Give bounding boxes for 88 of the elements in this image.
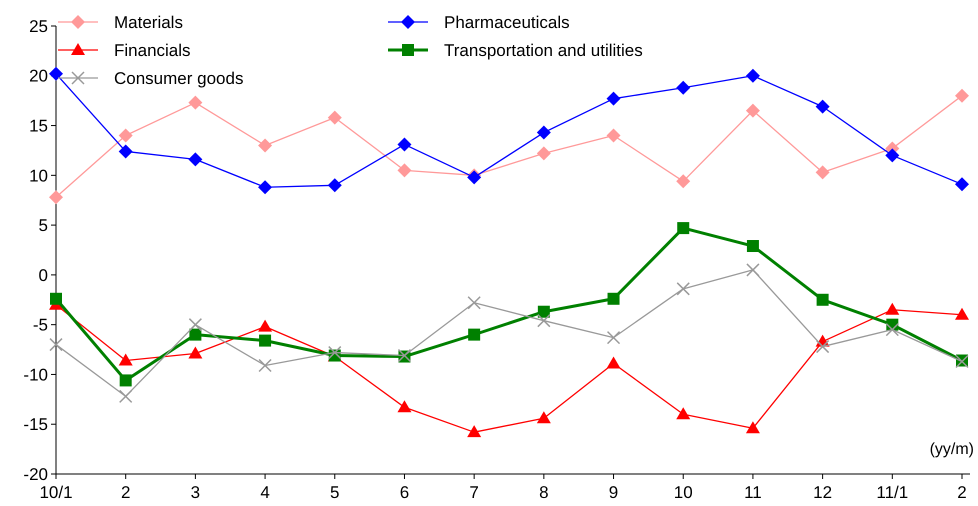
point (467, 425, 482, 438)
point (746, 240, 759, 252)
point (536, 126, 551, 140)
point (677, 222, 690, 234)
point (188, 346, 202, 359)
point (328, 346, 342, 360)
point (676, 282, 690, 296)
point (397, 137, 412, 152)
point (886, 322, 900, 336)
x-tick-label: 3 (190, 483, 200, 502)
x-tick-label: 7 (469, 483, 479, 502)
point (258, 358, 272, 372)
legend-label: Pharmaceuticals (444, 12, 570, 32)
point (606, 356, 621, 368)
point (955, 177, 969, 192)
point (955, 88, 969, 103)
y-tick-label: -5 (32, 316, 48, 335)
point (118, 354, 133, 366)
x-tick-label: 10/1 (39, 483, 73, 502)
x-tick-label: 11 (744, 483, 762, 502)
y-tick-label: 15 (29, 116, 48, 136)
point (746, 263, 760, 277)
point (118, 390, 132, 404)
x-tick-label: 9 (608, 483, 618, 502)
x-tick-label: 10 (674, 483, 693, 502)
point (50, 292, 62, 305)
point (49, 66, 63, 81)
point (188, 96, 202, 110)
y-tick-label: -15 (23, 415, 48, 434)
point (606, 330, 620, 344)
point (258, 180, 272, 194)
x-tick-label: 2 (120, 483, 130, 502)
point (120, 374, 132, 386)
point (49, 338, 63, 352)
y-tick-label: 20 (29, 66, 48, 86)
point (608, 292, 620, 305)
x-tick-label: 2 (957, 483, 967, 502)
point (676, 80, 690, 95)
point (188, 152, 202, 166)
point (397, 163, 412, 178)
point (49, 190, 63, 204)
legend-label: Transportation and utilities (444, 40, 643, 60)
point (118, 128, 133, 143)
point (537, 314, 551, 328)
point (258, 138, 272, 152)
point (259, 334, 272, 347)
point (816, 340, 830, 354)
point (885, 148, 900, 162)
point (955, 308, 969, 320)
point (258, 320, 272, 332)
point (816, 165, 830, 180)
x-tick-label: 12 (813, 483, 832, 502)
point (816, 100, 830, 114)
legend-label: Consumer goods (114, 68, 244, 88)
point (468, 328, 480, 341)
point (606, 92, 621, 106)
y-tick-label: 0 (38, 266, 48, 285)
x-tick-label: 4 (260, 483, 270, 502)
y-tick-label: -20 (23, 464, 48, 484)
point (676, 407, 690, 420)
y-tick-label: 25 (29, 16, 48, 36)
point (885, 302, 900, 315)
point (118, 144, 133, 158)
point (746, 68, 760, 83)
y-tick-label: -10 (23, 365, 48, 384)
legend-label: Materials (114, 12, 183, 32)
point (328, 110, 342, 125)
point (746, 421, 760, 434)
point (188, 318, 202, 332)
point (536, 411, 551, 424)
x-tick-label: 6 (400, 483, 410, 502)
point (816, 294, 829, 306)
y-tick-label: 5 (38, 216, 48, 236)
point (746, 104, 760, 118)
point (397, 400, 412, 412)
point (189, 328, 202, 341)
point (467, 296, 481, 310)
point (538, 306, 550, 318)
annotation: (yy/m) (930, 441, 974, 458)
x-tick-label: 8 (539, 483, 549, 502)
y-tick-label: 10 (29, 166, 48, 186)
point (536, 146, 551, 160)
point (676, 174, 690, 188)
legend-label: Financials (114, 40, 191, 60)
point (606, 128, 621, 143)
x-tick-label: 11/1 (876, 483, 908, 502)
point (328, 178, 342, 192)
x-tick-label: 5 (330, 483, 340, 502)
